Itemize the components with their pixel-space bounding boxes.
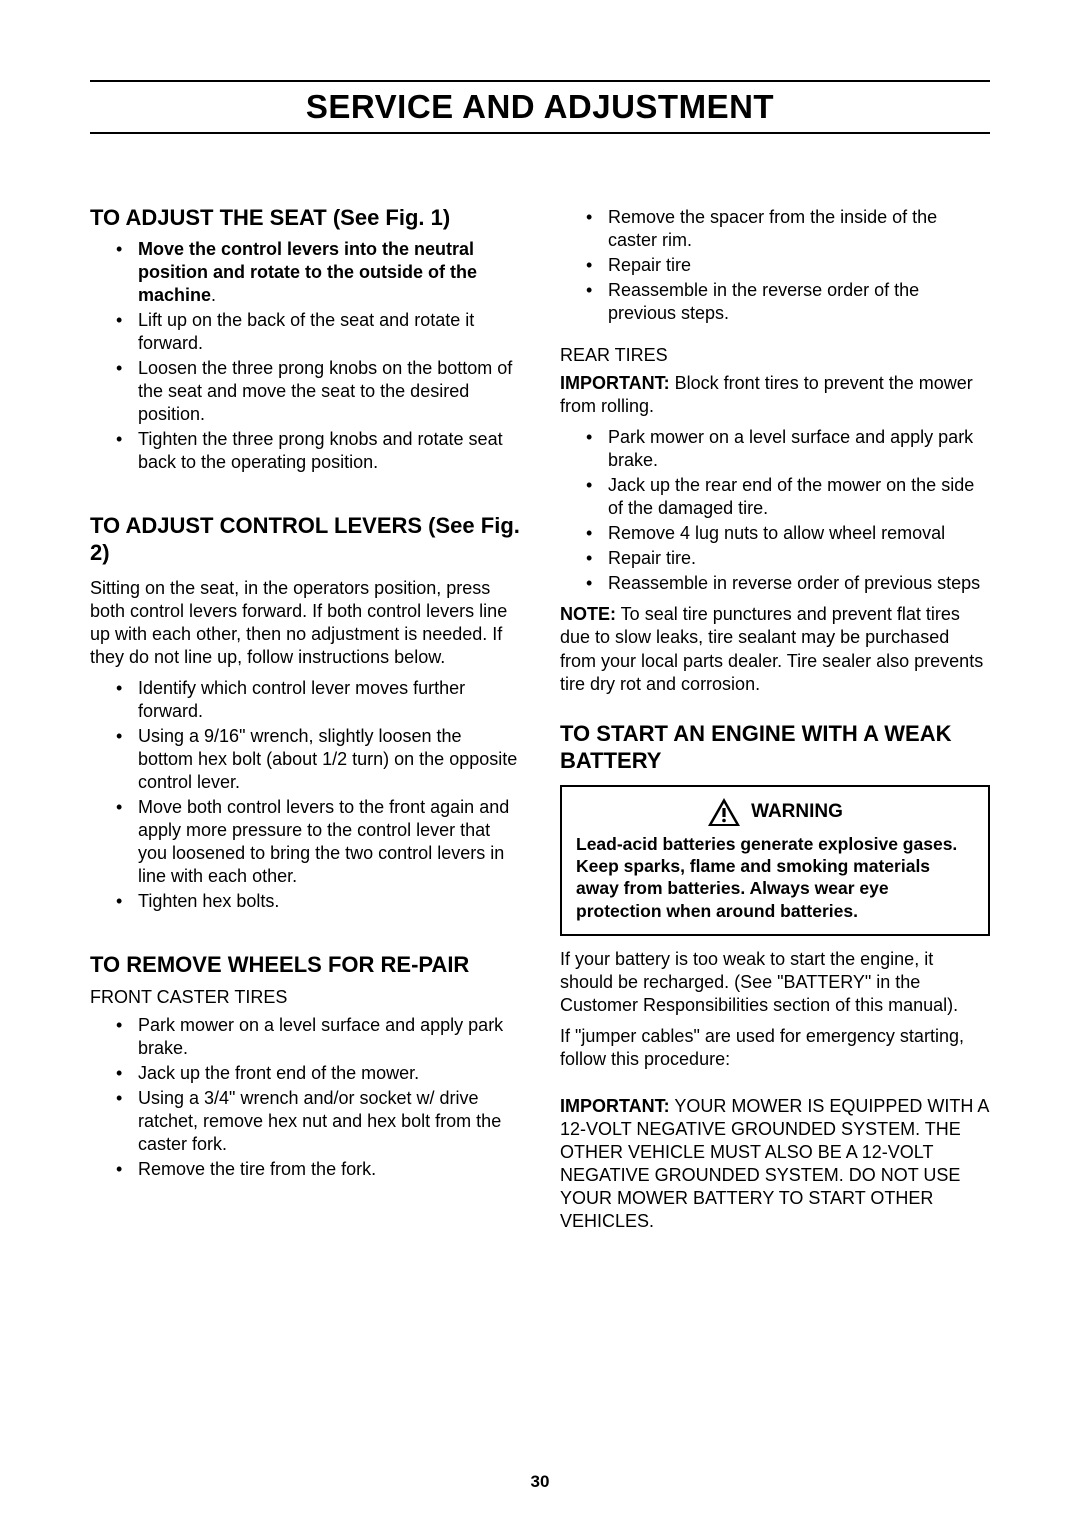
list-item: Tighten the three prong knobs and rotate…: [138, 428, 520, 474]
levers-intro: Sitting on the seat, in the operators po…: [90, 577, 520, 669]
list-item: Move the control levers into the neutral…: [138, 238, 520, 307]
list-adjust-seat: Move the control levers into the neutral…: [90, 238, 520, 474]
subheading-rear-tires: REAR TIRES: [560, 345, 990, 366]
list-item: Park mower on a level surface and apply …: [138, 1014, 520, 1060]
list-item: Remove 4 lug nuts to allow wheel removal: [608, 522, 990, 545]
battery-important-text: YOUR MOWER IS EQUIPPED WITH A 12-VOLT NE…: [560, 1096, 988, 1231]
content-columns: TO ADJUST THE SEAT (See Fig. 1) Move the…: [90, 204, 990, 1241]
list-front-caster-cont: Remove the spacer from the inside of the…: [560, 206, 990, 325]
title-rule-bottom: [90, 132, 990, 134]
warning-header: WARNING: [576, 797, 974, 827]
list-item: Tighten hex bolts.: [138, 890, 520, 913]
list-item: Loosen the three prong knobs on the bott…: [138, 357, 520, 426]
warning-label: WARNING: [751, 801, 843, 823]
list-item: Repair tire: [608, 254, 990, 277]
rear-note: NOTE: To seal tire punctures and prevent…: [560, 603, 990, 695]
seat-item-0-bold: Move the control levers into the neutral…: [138, 239, 477, 305]
heading-adjust-levers: TO ADJUST CONTROL LEVERS (See Fig. 2): [90, 512, 520, 567]
list-item: Reassemble in the reverse order of the p…: [608, 279, 990, 325]
battery-important-label: IMPORTANT:: [560, 1096, 670, 1116]
list-front-caster: Park mower on a level surface and apply …: [90, 1014, 520, 1181]
rear-note-label: NOTE:: [560, 604, 616, 624]
warning-body: Lead-acid batteries generate explosive g…: [576, 833, 974, 923]
seat-item-0-suffix: .: [211, 285, 216, 305]
subheading-front-caster: FRONT CASTER TIRES: [90, 987, 520, 1008]
warning-icon: [707, 797, 741, 827]
heading-adjust-seat: TO ADJUST THE SEAT (See Fig. 1): [90, 204, 520, 232]
warning-box: WARNING Lead-acid batteries generate exp…: [560, 785, 990, 937]
heading-start-engine: TO START AN ENGINE WITH A WEAK BATTERY: [560, 720, 990, 775]
list-item: Lift up on the back of the seat and rota…: [138, 309, 520, 355]
list-item: Repair tire.: [608, 547, 990, 570]
list-item: Reassemble in reverse order of previous …: [608, 572, 990, 595]
list-item: Using a 3/4" wrench and/or socket w/ dri…: [138, 1087, 520, 1156]
battery-important: IMPORTANT: YOUR MOWER IS EQUIPPED WITH A…: [560, 1095, 990, 1233]
list-item: Using a 9/16" wrench, slightly loosen th…: [138, 725, 520, 794]
list-item: Jack up the rear end of the mower on the…: [608, 474, 990, 520]
rear-note-text: To seal tire punctures and prevent flat …: [560, 604, 983, 693]
list-item: Park mower on a level surface and apply …: [608, 426, 990, 472]
battery-p2: If "jumper cables" are used for emergenc…: [560, 1025, 990, 1071]
title-rule-top: [90, 80, 990, 82]
left-column: TO ADJUST THE SEAT (See Fig. 1) Move the…: [90, 204, 520, 1241]
rear-important-label: IMPORTANT:: [560, 373, 670, 393]
list-rear-tires: Park mower on a level surface and apply …: [560, 426, 990, 595]
list-item: Remove the spacer from the inside of the…: [608, 206, 990, 252]
right-column: Remove the spacer from the inside of the…: [560, 204, 990, 1241]
list-adjust-levers: Identify which control lever moves furth…: [90, 677, 520, 913]
battery-p1: If your battery is too weak to start the…: [560, 948, 990, 1017]
list-item: Identify which control lever moves furth…: [138, 677, 520, 723]
list-item: Jack up the front end of the mower.: [138, 1062, 520, 1085]
page-number: 30: [0, 1472, 1080, 1492]
heading-remove-wheels: TO REMOVE WHEELS FOR RE-PAIR: [90, 951, 520, 979]
list-item: Move both control levers to the front ag…: [138, 796, 520, 888]
rear-important: IMPORTANT: Block front tires to prevent …: [560, 372, 990, 418]
list-item: Remove the tire from the fork.: [138, 1158, 520, 1181]
page-title: SERVICE AND ADJUSTMENT: [90, 88, 990, 126]
